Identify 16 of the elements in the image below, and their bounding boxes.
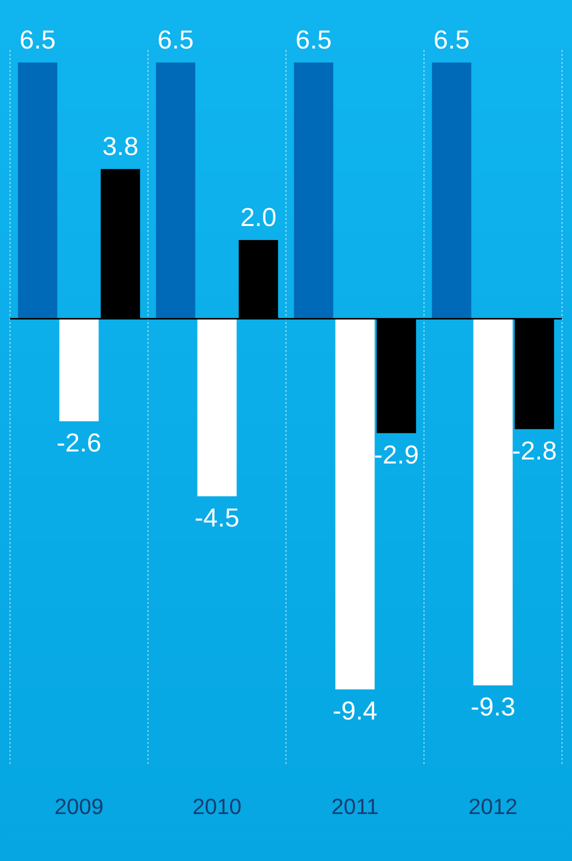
x-tick-label: 2010 bbox=[192, 794, 242, 819]
x-tick-label: 2011 bbox=[331, 794, 379, 819]
data-label: 6.5 bbox=[158, 24, 194, 55]
data-label: -4.5 bbox=[194, 502, 240, 532]
data-label: -2.8 bbox=[512, 435, 557, 466]
x-tick-label: 2009 bbox=[54, 794, 104, 819]
data-label: -9.4 bbox=[332, 696, 378, 726]
data-label: 2.0 bbox=[240, 202, 276, 232]
data-label: 3.8 bbox=[102, 131, 138, 162]
data-label: -2.9 bbox=[374, 439, 419, 470]
data-label: -2.6 bbox=[56, 427, 102, 458]
x-tick-label: 2012 bbox=[468, 794, 518, 819]
data-label: -9.3 bbox=[470, 692, 516, 722]
data-label: 6.5 bbox=[20, 24, 56, 55]
data-label: 6.5 bbox=[296, 24, 332, 55]
data-label: 6.5 bbox=[434, 24, 470, 55]
